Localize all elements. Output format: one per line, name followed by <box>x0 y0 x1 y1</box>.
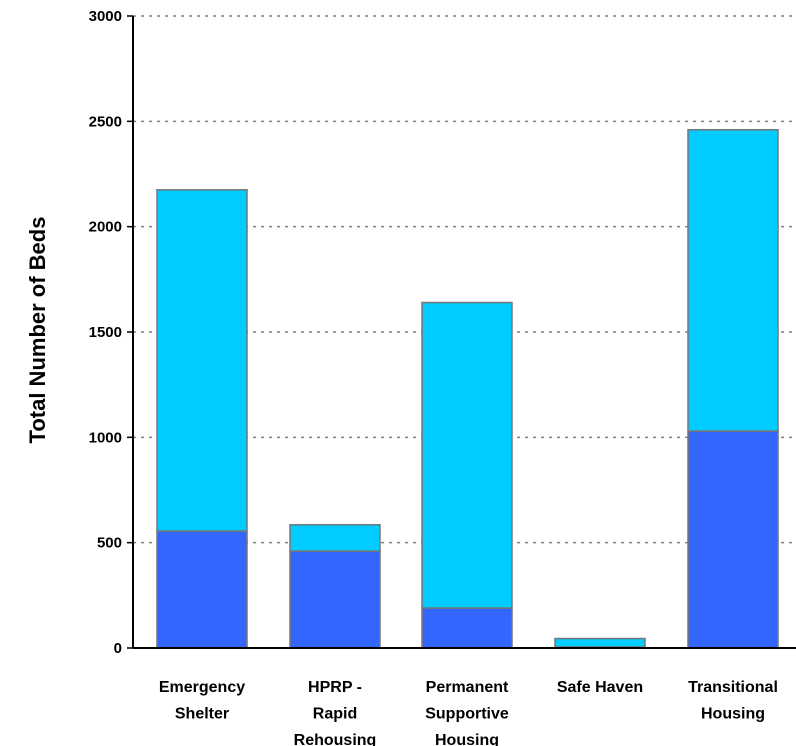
x-category-label: Safe Haven <box>557 679 643 696</box>
bar-segment <box>554 637 646 648</box>
y-tick-label: 3000 <box>89 8 122 25</box>
x-category-label: Permanent Supportive Housing <box>425 679 509 746</box>
bar-segment <box>289 524 381 552</box>
bar-segment <box>156 189 248 532</box>
y-tick-label: 2000 <box>89 219 122 236</box>
bars <box>156 129 779 649</box>
y-tick-label: 1500 <box>89 324 122 341</box>
x-category-label: HPRP -Rapid Rehousing <box>294 679 377 746</box>
bar-segment <box>421 607 513 649</box>
bar-segment <box>687 129 779 432</box>
y-tick-label: 500 <box>97 535 122 552</box>
bar-segment <box>421 301 513 609</box>
labels: 0 500 1000 1500 2000 2500 3000 Emergency Shelter… <box>89 8 778 746</box>
x-category-label: Transitional Housing <box>688 679 778 723</box>
bar-segment <box>687 430 779 649</box>
gridlines <box>133 15 796 544</box>
y-tick-label: 2500 <box>89 113 122 130</box>
x-category-label: Emergency Shelter <box>159 679 245 723</box>
bar-segment <box>156 530 248 649</box>
axes <box>127 15 796 649</box>
y-tick-label: 0 <box>114 640 122 657</box>
bar-segment <box>289 550 381 649</box>
y-axis-title: Total Number of Beds <box>25 217 50 444</box>
y-tick-label: 1000 <box>89 429 122 446</box>
